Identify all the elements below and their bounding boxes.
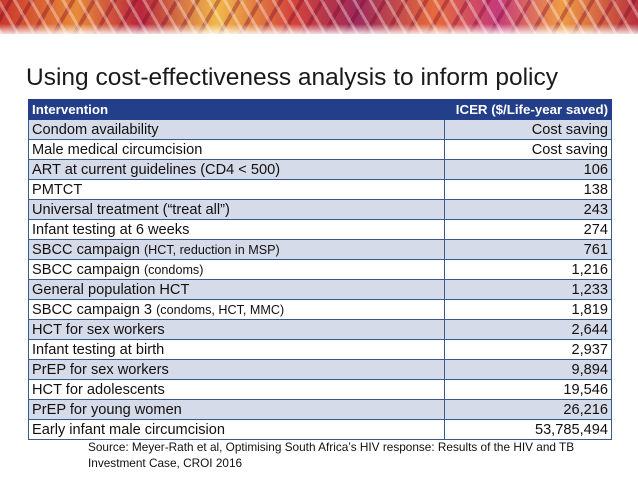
intervention-name: Infant testing at birth bbox=[32, 341, 165, 358]
intervention-cell: HCT for sex workers bbox=[28, 319, 445, 340]
intervention-name: PrEP for sex workers bbox=[32, 361, 169, 378]
intervention-cell: Infant testing at birth bbox=[28, 339, 445, 360]
header-intervention: Intervention bbox=[28, 99, 445, 120]
table-row: PMTCT 138 bbox=[28, 179, 612, 200]
table-row: SBCC campaign (HCT, reduction in MSP) 761 bbox=[28, 239, 612, 260]
icer-value: 1,819 bbox=[444, 299, 612, 320]
table-row: HCT for sex workers 2,644 bbox=[28, 319, 612, 340]
icer-value: 243 bbox=[444, 199, 612, 220]
icer-value: 2,937 bbox=[444, 339, 612, 360]
intervention-cell: General population HCT bbox=[28, 279, 445, 300]
intervention-cell: HCT for adolescents bbox=[28, 379, 445, 400]
intervention-note: (condoms, HCT, MMC) bbox=[156, 302, 285, 317]
table-row: Early infant male circumcision 53,785,494 bbox=[28, 419, 612, 440]
icer-value: 761 bbox=[444, 239, 612, 260]
icer-value: 1,233 bbox=[444, 279, 612, 300]
intervention-cell: SBCC campaign (HCT, reduction in MSP) bbox=[28, 239, 445, 260]
icer-value: Cost saving bbox=[444, 119, 612, 140]
table-row: Infant testing at 6 weeks 274 bbox=[28, 219, 612, 240]
intervention-name: HCT for adolescents bbox=[32, 381, 165, 398]
intervention-cell: PrEP for sex workers bbox=[28, 359, 445, 380]
table-row: PrEP for sex workers 9,894 bbox=[28, 359, 612, 380]
icer-value: 53,785,494 bbox=[444, 419, 612, 440]
table-row: Male medical circumcision Cost saving bbox=[28, 139, 612, 160]
intervention-name: Universal treatment (“treat all”) bbox=[32, 201, 230, 218]
intervention-cell: PrEP for young women bbox=[28, 399, 445, 420]
table-row: SBCC campaign 3 (condoms, HCT, MMC) 1,819 bbox=[28, 299, 612, 320]
intervention-name: SBCC campaign 3 bbox=[32, 301, 157, 318]
table-row: Universal treatment (“treat all”) 243 bbox=[28, 199, 612, 220]
intervention-name: PrEP for young women bbox=[32, 401, 182, 418]
icer-value: 106 bbox=[444, 159, 612, 180]
table-row: SBCC campaign (condoms) 1,216 bbox=[28, 259, 612, 280]
icer-table: Intervention ICER ($/Life-year saved) Co… bbox=[28, 99, 612, 440]
icer-value: 19,546 bbox=[444, 379, 612, 400]
intervention-cell: Male medical circumcision bbox=[28, 139, 445, 160]
table-body: Condom availability Cost saving Male medic… bbox=[28, 119, 612, 440]
intervention-name: ART at current guidelines (CD4 < 500) bbox=[32, 161, 281, 178]
intervention-cell: Condom availability bbox=[28, 119, 445, 140]
table-row: ART at current guidelines (CD4 < 500) 106 bbox=[28, 159, 612, 180]
icer-value: 2,644 bbox=[444, 319, 612, 340]
intervention-name: PMTCT bbox=[32, 181, 83, 198]
banner-fade bbox=[0, 24, 638, 36]
intervention-name: SBCC campaign bbox=[32, 241, 144, 258]
icer-value: 138 bbox=[444, 179, 612, 200]
icer-value: 9,894 bbox=[444, 359, 612, 380]
table-row: Infant testing at birth 2,937 bbox=[28, 339, 612, 360]
intervention-note: (condoms) bbox=[143, 262, 204, 277]
intervention-name: Male medical circumcision bbox=[32, 141, 203, 158]
intervention-cell: PMTCT bbox=[28, 179, 445, 200]
source-note: Source: Meyer-Rath et al, Optimising Sou… bbox=[88, 440, 575, 470]
intervention-name: Early infant male circumcision bbox=[32, 421, 226, 438]
intervention-cell: ART at current guidelines (CD4 < 500) bbox=[28, 159, 445, 180]
icer-value: 26,216 bbox=[444, 399, 612, 420]
icer-value: 1,216 bbox=[444, 259, 612, 280]
table-row: PrEP for young women 26,216 bbox=[28, 399, 612, 420]
slide-title: Using cost-effectiveness analysis to inf… bbox=[26, 64, 558, 91]
intervention-name: SBCC campaign bbox=[32, 261, 144, 278]
table-row: Condom availability Cost saving bbox=[28, 119, 612, 140]
table-row: HCT for adolescents 19,546 bbox=[28, 379, 612, 400]
intervention-name: HCT for sex workers bbox=[32, 321, 165, 338]
table-row: General population HCT 1,233 bbox=[28, 279, 612, 300]
table-header-row: Intervention ICER ($/Life-year saved) bbox=[28, 99, 612, 120]
intervention-cell: Infant testing at 6 weeks bbox=[28, 219, 445, 240]
intervention-cell: SBCC campaign (condoms) bbox=[28, 259, 445, 280]
header-icer: ICER ($/Life-year saved) bbox=[444, 99, 612, 120]
intervention-name: General population HCT bbox=[32, 281, 190, 298]
intervention-note: (HCT, reduction in MSP) bbox=[143, 242, 280, 257]
intervention-cell: Early infant male circumcision bbox=[28, 419, 445, 440]
intervention-name: Infant testing at 6 weeks bbox=[32, 221, 190, 238]
intervention-cell: SBCC campaign 3 (condoms, HCT, MMC) bbox=[28, 299, 445, 320]
icer-value: Cost saving bbox=[444, 139, 612, 160]
intervention-cell: Universal treatment (“treat all”) bbox=[28, 199, 445, 220]
intervention-name: Condom availability bbox=[32, 121, 159, 138]
icer-value: 274 bbox=[444, 219, 612, 240]
